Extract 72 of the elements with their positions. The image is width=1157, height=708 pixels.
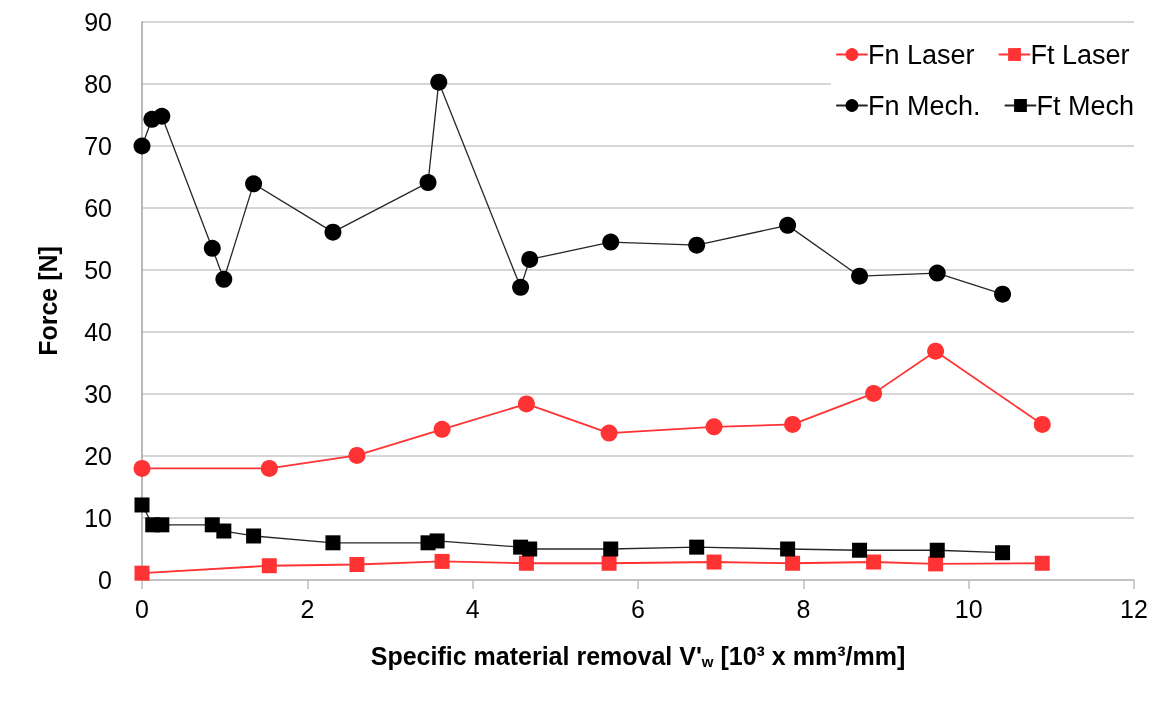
point [603,541,619,557]
point [260,459,278,477]
point [349,557,365,572]
point [133,459,151,477]
point [994,285,1012,303]
point [927,342,945,360]
y-tick-label: 40 [84,318,112,346]
point [261,558,277,574]
y-tick-label: 80 [84,70,112,98]
point [688,236,706,254]
point [215,270,233,288]
point [203,239,221,257]
point [429,533,445,549]
point [865,384,883,402]
point [246,528,262,544]
point [706,554,722,570]
y-axis-title: Force [N] [33,246,62,356]
point [154,517,170,533]
legend-label: Ft Laser [1030,39,1130,70]
y-tick-label: 0 [98,566,112,594]
point [779,216,797,234]
point [602,233,620,251]
point [600,424,618,442]
point [433,420,451,438]
point [512,278,530,296]
y-tick-label: 20 [84,442,112,470]
point [780,541,796,557]
x-tick-label: 4 [465,594,480,623]
point [517,395,535,413]
point [521,250,539,268]
point [133,137,151,155]
y-tick-label: 50 [84,256,112,284]
legend-label: Fn Mech. [867,90,981,121]
point [434,553,450,569]
point [325,535,341,551]
point [705,418,723,436]
point [518,555,534,571]
point [689,539,705,555]
point [419,174,437,192]
y-tick-label: 70 [84,132,112,160]
x-tick-label: 12 [1120,594,1148,623]
x-tick-label: 8 [796,594,811,623]
point [134,565,150,581]
point [929,542,945,558]
point [216,523,232,539]
point [852,542,868,558]
point [522,541,538,557]
point [153,107,171,125]
point [928,264,946,282]
x-tick-label: 6 [631,594,645,623]
y-tick-label: 30 [84,380,112,408]
point [995,545,1011,561]
y-tick-label: 10 [84,504,112,532]
legend-label: Fn Laser [867,39,975,70]
x-tick-label: 2 [300,594,315,623]
point [324,223,342,241]
point [784,415,802,433]
point [601,555,617,571]
y-tick-label: 60 [84,194,112,222]
point [348,446,366,464]
point [1034,555,1050,571]
point [245,175,263,193]
point [134,497,150,513]
y-tick-label: 90 [84,8,112,36]
x-tick-label: 10 [954,594,983,623]
point [851,267,869,285]
point [430,73,448,91]
point [866,554,882,570]
x-tick-label: 0 [135,594,149,623]
legend-label: Ft Mech [1036,90,1135,121]
point [1033,415,1051,433]
point [785,555,801,571]
